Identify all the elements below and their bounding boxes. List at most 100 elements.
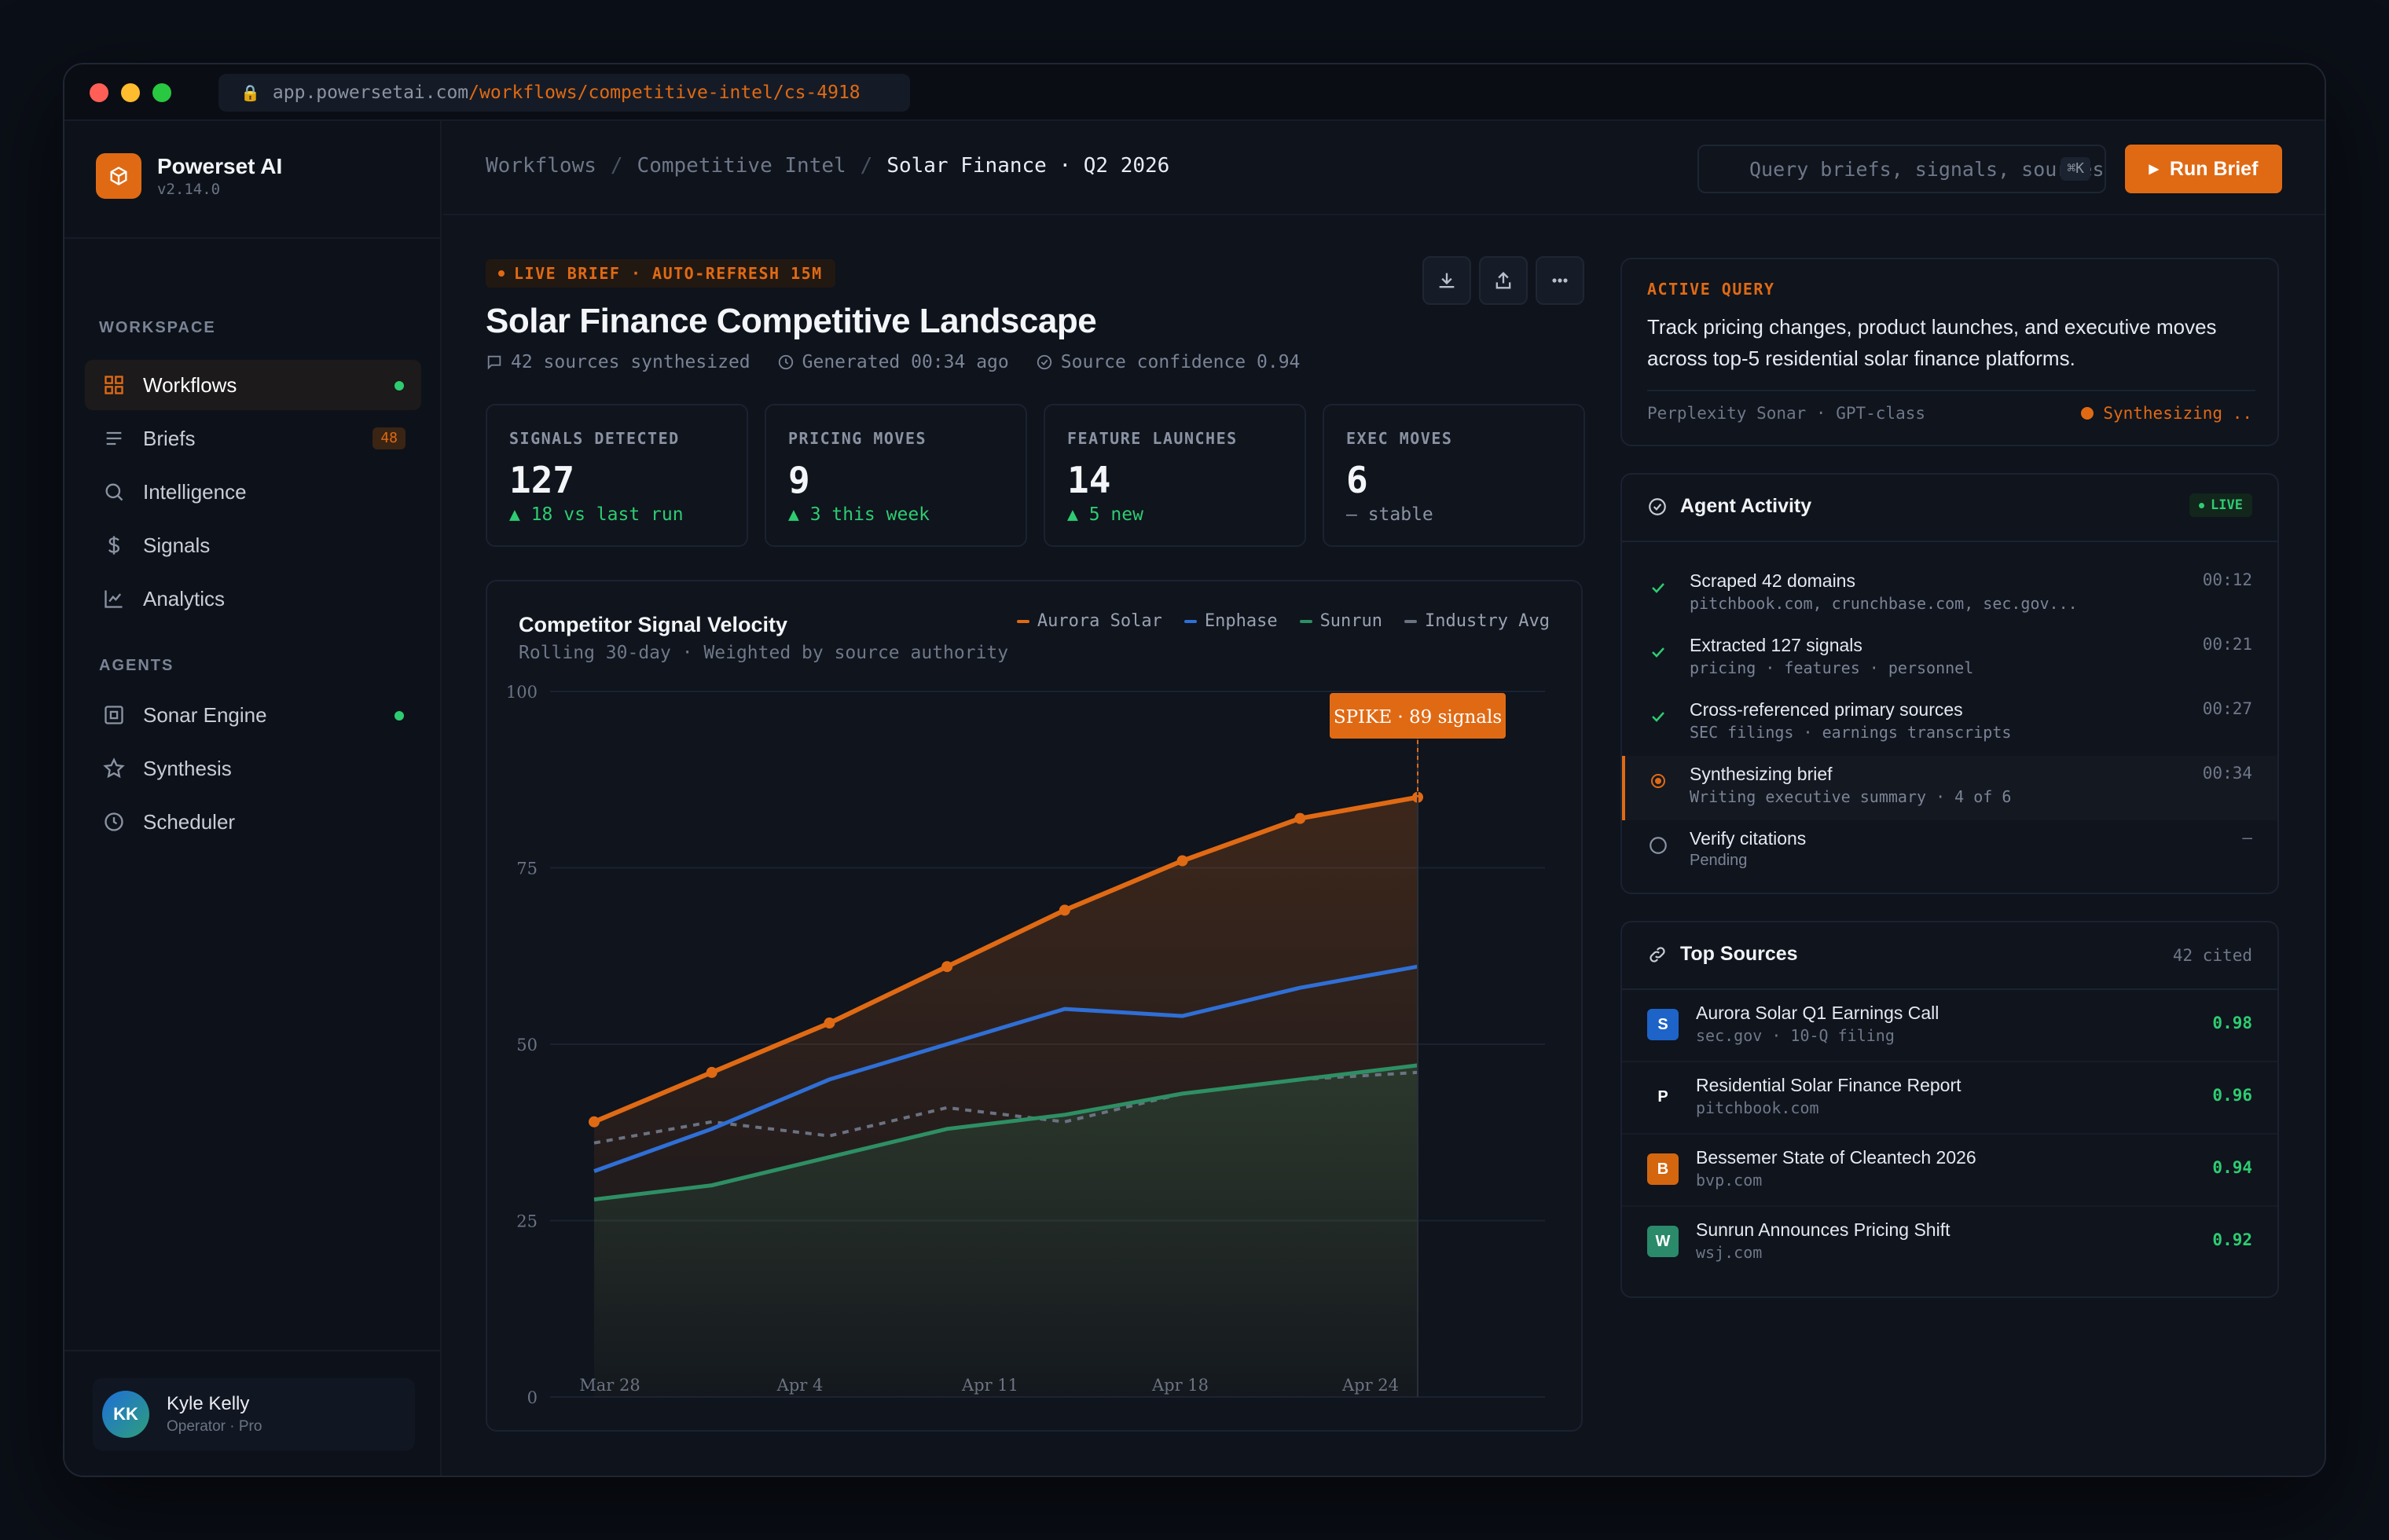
- breadcrumb-competitive-intel[interactable]: Competitive Intel: [637, 154, 846, 178]
- activity-detail: Pending: [1690, 852, 1748, 869]
- breadcrumb-workflows[interactable]: Workflows: [486, 154, 596, 178]
- sidebar-item-label: Workflows: [143, 372, 237, 397]
- check-icon: [1647, 641, 1669, 663]
- source-item[interactable]: W Sunrun Announces Pricing Shift wsj.com…: [1622, 1207, 2277, 1279]
- sidebar-item-sonar-engine[interactable]: Sonar Engine: [85, 690, 421, 740]
- stat-card-pricing[interactable]: PRICING MOVES 9 ▲ 3 this week: [765, 404, 1027, 547]
- divider: [1622, 988, 2277, 990]
- stat-value: 6: [1346, 459, 1368, 501]
- stat-value: 9: [788, 459, 810, 501]
- y-tick-label: 100: [506, 683, 538, 702]
- stat-card-signals[interactable]: SIGNALS DETECTED 127 ▲ 18 vs last run: [486, 404, 748, 547]
- star-icon: [102, 757, 126, 780]
- sources-meta: 42 sources synthesized: [486, 352, 750, 372]
- activity-title: Cross-referenced primary sources: [1690, 699, 1963, 720]
- line-chart: 0255075100Mar 28Apr 4Apr 11Apr 18Apr 24S…: [506, 683, 1545, 1407]
- source-title: Aurora Solar Q1 Earnings Call: [1696, 1003, 1939, 1023]
- grid-icon: [102, 373, 126, 397]
- address-bar[interactable]: 🔒 app.powersetai.com/workflows/competiti…: [218, 74, 910, 112]
- brand[interactable]: Powerset AI v2.14.0: [96, 152, 282, 200]
- close-window-button[interactable]: [90, 83, 108, 102]
- download-button[interactable]: [1422, 256, 1471, 305]
- count-badge: 48: [372, 427, 406, 449]
- sidebar-item-synthesis[interactable]: Synthesis: [85, 743, 421, 794]
- source-domain: pitchbook.com: [1696, 1098, 1819, 1117]
- sidebar-item-label: Sonar Engine: [143, 702, 267, 727]
- stat-label: FEATURE LAUNCHES: [1067, 429, 1238, 448]
- panel-header: Agent Activity: [1647, 495, 1811, 518]
- stat-value: 14: [1067, 459, 1111, 501]
- brand-name: Powerset AI: [157, 154, 283, 178]
- stat-card-exec[interactable]: EXEC MOVES 6 — stable: [1323, 404, 1585, 547]
- user-profile[interactable]: KK Kyle Kelly Operator · Pro: [93, 1378, 415, 1450]
- stat-delta: ▲ 5 new: [1067, 504, 1143, 525]
- divider: [1647, 390, 2255, 391]
- live-brief-label: LIVE BRIEF · AUTO-REFRESH 15M: [514, 264, 823, 283]
- more-options-button[interactable]: [1536, 256, 1584, 305]
- activity-detail: pricing · features · personnel: [1690, 658, 1974, 677]
- share-button[interactable]: [1479, 256, 1528, 305]
- play-icon: ▶: [2149, 163, 2159, 176]
- legend-item[interactable]: Aurora Solar: [1016, 611, 1162, 631]
- panel-title: Agent Activity: [1680, 495, 1812, 517]
- sidebar-item-signals[interactable]: Signals: [85, 520, 421, 570]
- confidence-meta: Source confidence 0.94: [1036, 352, 1300, 372]
- source-domain: bvp.com: [1696, 1171, 1763, 1190]
- source-badge: S: [1647, 1009, 1679, 1040]
- activity-time: 00:21: [2202, 635, 2252, 654]
- stat-delta: ▲ 3 this week: [788, 504, 930, 525]
- status-dot: [394, 711, 404, 720]
- shortcut-hint: ⌘K: [2061, 157, 2090, 181]
- section-label-agents: AGENTS: [99, 657, 174, 674]
- activity-time: 00:12: [2202, 570, 2252, 589]
- activity-item[interactable]: Cross-referenced primary sources SEC fil…: [1622, 691, 2277, 756]
- stat-delta: — stable: [1346, 504, 1433, 525]
- activity-time: —: [2242, 828, 2252, 847]
- brand-version: v2.14.0: [157, 181, 221, 198]
- sidebar-item-workflows[interactable]: Workflows: [85, 360, 421, 410]
- search-input[interactable]: Query briefs, signals, sources ⌘K: [1697, 145, 2106, 193]
- spinner-icon: [1647, 770, 1669, 792]
- maximize-window-button[interactable]: [152, 83, 171, 102]
- share-icon: [1495, 272, 1511, 289]
- sidebar-item-analytics[interactable]: Analytics: [85, 574, 421, 624]
- legend-item[interactable]: Sunrun: [1299, 611, 1382, 631]
- active-query-text: Track pricing changes, product launches,…: [1647, 315, 2217, 370]
- check-icon: [1647, 577, 1669, 599]
- data-point: [941, 961, 953, 973]
- source-score: 0.94: [2212, 1158, 2252, 1177]
- chart-subtitle: Rolling 30-day · Weighted by source auth…: [519, 643, 1009, 663]
- legend-item[interactable]: Enphase: [1183, 611, 1278, 631]
- stat-card-features[interactable]: FEATURE LAUNCHES 14 ▲ 5 new: [1044, 404, 1306, 547]
- source-domain: sec.gov · 10-Q filing: [1696, 1026, 1895, 1045]
- run-brief-label: Run Brief: [2169, 157, 2259, 180]
- stat-label: EXEC MOVES: [1346, 429, 1453, 448]
- source-item[interactable]: S Aurora Solar Q1 Earnings Call sec.gov …: [1622, 990, 2277, 1062]
- breadcrumb: Workflows / Competitive Intel / Solar Financ…: [486, 154, 1170, 178]
- chart-card: Competitor Signal Velocity Rolling 30-da…: [486, 580, 1583, 1432]
- status-dot: [394, 381, 404, 390]
- activity-item[interactable]: Scraped 42 domains pitchbook.com, crunch…: [1622, 563, 2277, 627]
- activity-item[interactable]: Verify citations Pending —: [1622, 820, 2277, 885]
- source-item[interactable]: P Residential Solar Finance Report pitch…: [1622, 1062, 2277, 1135]
- brief-meta: 42 sources synthesized Generated 00:34 a…: [486, 352, 1327, 372]
- y-tick-label: 50: [516, 1036, 538, 1054]
- minimize-window-button[interactable]: [121, 83, 140, 102]
- run-brief-button[interactable]: ▶ Run Brief: [2125, 145, 2282, 193]
- sidebar-item-intelligence[interactable]: Intelligence: [85, 467, 421, 517]
- y-tick-label: 0: [527, 1388, 538, 1407]
- data-point: [824, 1018, 835, 1029]
- status-indicator: Synthesizing ..: [2081, 404, 2252, 423]
- source-item[interactable]: B Bessemer State of Cleantech 2026 bvp.c…: [1622, 1135, 2277, 1207]
- check-icon: [1647, 706, 1669, 728]
- activity-item-active[interactable]: Synthesizing brief Writing executive sum…: [1622, 756, 2277, 820]
- activity-item[interactable]: Extracted 127 signals pricing · features…: [1622, 627, 2277, 691]
- sidebar-item-scheduler[interactable]: Scheduler: [85, 797, 421, 847]
- sidebar-item-label: Scheduler: [143, 809, 236, 834]
- legend-item[interactable]: Industry Avg: [1404, 611, 1550, 631]
- source-score: 0.98: [2212, 1014, 2252, 1032]
- source-score: 0.96: [2212, 1086, 2252, 1105]
- sidebar-item-label: Signals: [143, 533, 211, 557]
- sidebar-item-briefs[interactable]: Briefs 48: [85, 413, 421, 464]
- more-icon: [1552, 278, 1568, 283]
